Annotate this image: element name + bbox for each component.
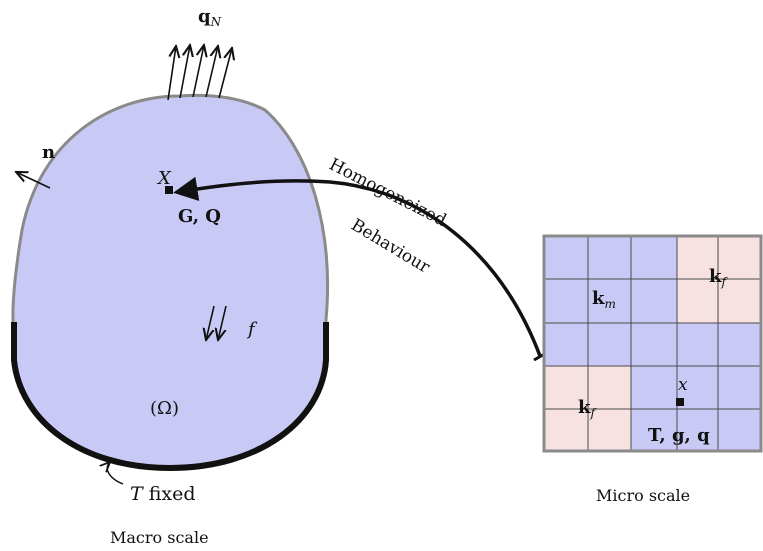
micro-point-label: x xyxy=(678,375,688,395)
micro-cell xyxy=(542,234,763,453)
normal-label: n xyxy=(42,142,55,163)
link-label-line2: Behaviour xyxy=(347,215,433,278)
macro-point-marker xyxy=(165,186,173,194)
bc-pointer xyxy=(107,462,124,485)
matrix-conductivity-label: km xyxy=(592,288,616,311)
flux-arrows xyxy=(167,45,232,101)
micro-border xyxy=(542,234,763,453)
normal-arrow xyxy=(16,172,51,189)
micro-caption: Micro scale xyxy=(596,486,690,505)
fiber-conductivity-label-bottom: kf xyxy=(578,397,597,420)
fixed-boundary xyxy=(11,322,329,472)
bc-label: T fixed xyxy=(130,483,196,505)
link-label-line1: Homogeneized xyxy=(326,155,450,231)
homogenization-arrow xyxy=(173,176,542,357)
fiber-conductivity-label-top: kf xyxy=(709,266,728,289)
domain-label: (Ω) xyxy=(150,398,179,419)
macro-point-fields: G, Q xyxy=(178,206,221,227)
micro-point-marker xyxy=(676,398,684,406)
macro-caption: Macro scale xyxy=(110,528,209,547)
micro-fields: T, g, q xyxy=(648,425,710,446)
macro-point-label: X xyxy=(156,168,172,189)
body-force-arrows xyxy=(206,305,227,340)
micro-grid xyxy=(544,236,762,452)
macro-body xyxy=(11,93,330,472)
flux-label: qN xyxy=(198,6,222,29)
